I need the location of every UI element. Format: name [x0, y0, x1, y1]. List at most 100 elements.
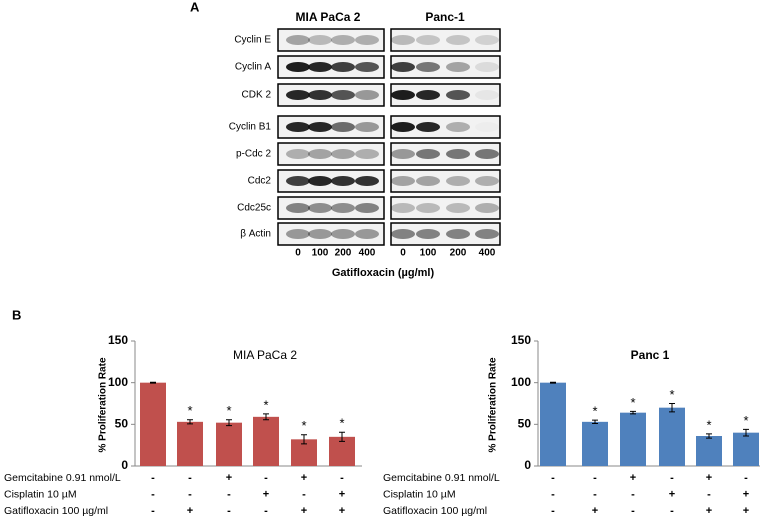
- y-tick-label: 50: [518, 417, 532, 431]
- significance-mark: *: [226, 403, 231, 418]
- treatment-label: Gatifloxacin 100 µg/ml: [383, 505, 487, 517]
- blot-band: [286, 203, 310, 213]
- significance-mark: *: [592, 404, 597, 419]
- blot-band: [355, 35, 379, 45]
- blot-band: [286, 62, 310, 72]
- significance-mark: *: [187, 403, 192, 418]
- error-bar: [301, 434, 307, 445]
- blot-band: [286, 35, 310, 45]
- blot-band: [286, 229, 310, 239]
- blot-box: [277, 142, 385, 166]
- treatment-sign: -: [302, 488, 306, 500]
- blot-band: [308, 62, 332, 72]
- blot-band: [416, 122, 440, 132]
- error-bar: [592, 419, 598, 424]
- treatment-label: Gemcitabine 0.91 nmol/L: [4, 472, 121, 484]
- significance-mark: *: [669, 387, 674, 402]
- treatment-sign: -: [707, 488, 711, 500]
- treatment-sign: -: [264, 505, 268, 517]
- blot-band: [331, 149, 355, 159]
- protein-label: Cdc25c: [237, 203, 271, 214]
- blot-band: [446, 90, 470, 100]
- blot-band: [475, 149, 499, 159]
- bar: [177, 421, 203, 466]
- treatment-sign: -: [151, 505, 155, 517]
- treatment-sign: +: [630, 472, 636, 484]
- treatment-sign: +: [226, 472, 232, 484]
- bar: [620, 412, 646, 466]
- protein-label: CDK 2: [242, 90, 272, 101]
- blot-box: [277, 196, 385, 220]
- blot-band: [286, 122, 310, 132]
- significance-mark: *: [706, 417, 711, 432]
- blot-band: [475, 62, 499, 72]
- y-tick-label: 150: [511, 333, 531, 347]
- blot-band: [446, 203, 470, 213]
- treatment-sign: +: [592, 505, 598, 517]
- treatment-sign: -: [551, 488, 555, 500]
- blot-band: [475, 229, 499, 239]
- blot-band: [286, 176, 310, 186]
- y-tick-label: 100: [108, 375, 128, 389]
- blot-box: [390, 28, 501, 52]
- blot-band: [331, 229, 355, 239]
- error-bar: [263, 413, 269, 421]
- blot-band: [446, 176, 470, 186]
- treatment-label: Cisplatin 10 µM: [383, 488, 456, 500]
- blot-band: [308, 35, 332, 45]
- error-bar: [706, 433, 712, 439]
- blot-band: [355, 229, 379, 239]
- blot-band: [475, 203, 499, 213]
- blot-band: [331, 176, 355, 186]
- blot-band: [331, 35, 355, 45]
- blot-band: [416, 176, 440, 186]
- treatment-label: Cisplatin 10 µM: [4, 488, 77, 500]
- protein-label: Cyclin A: [235, 62, 271, 73]
- blot-band: [286, 90, 310, 100]
- blot-band: [391, 62, 415, 72]
- blot-band: [475, 35, 499, 45]
- treatment-sign: -: [340, 472, 344, 484]
- panel-label: B: [12, 307, 21, 322]
- blot-band: [446, 229, 470, 239]
- blot-band: [446, 62, 470, 72]
- protein-label: Cyclin E: [234, 35, 271, 46]
- blot-band: [355, 203, 379, 213]
- blot-band: [308, 149, 332, 159]
- treatment-sign: -: [631, 505, 635, 517]
- dose-label: 0: [400, 248, 406, 259]
- blot-band: [331, 62, 355, 72]
- blot-box: [277, 222, 385, 246]
- bar: [659, 407, 685, 466]
- treatment-sign: -: [551, 505, 555, 517]
- error-bar: [743, 428, 749, 437]
- blot-band: [391, 229, 415, 239]
- significance-mark: *: [339, 416, 344, 431]
- blot-band: [446, 122, 470, 132]
- chart-title: MIA PaCa 2: [233, 348, 297, 362]
- treatment-sign: +: [339, 488, 345, 500]
- blot-band: [391, 35, 415, 45]
- y-label: % Proliferation Rate: [488, 357, 499, 452]
- dose-label: 100: [312, 248, 329, 259]
- significance-mark: *: [301, 418, 306, 433]
- treatment-sign: -: [264, 472, 268, 484]
- treatment-sign: -: [151, 472, 155, 484]
- blot-band: [308, 229, 332, 239]
- blot-box: [390, 142, 501, 166]
- treatment-sign: -: [670, 505, 674, 517]
- y-tick-label: 150: [108, 333, 128, 347]
- bar: [540, 382, 566, 466]
- blot-box: [390, 169, 501, 193]
- blot-band: [391, 176, 415, 186]
- blot-band: [475, 90, 499, 100]
- treatment-sign: +: [706, 472, 712, 484]
- blot-band: [331, 90, 355, 100]
- bar: [216, 422, 242, 466]
- treatment-sign: +: [706, 505, 712, 517]
- blot-band: [416, 62, 440, 72]
- dose-label: 200: [450, 248, 467, 259]
- treatment-sign: -: [593, 488, 597, 500]
- blot-band: [308, 176, 332, 186]
- cell-line: Panc-1: [425, 10, 465, 24]
